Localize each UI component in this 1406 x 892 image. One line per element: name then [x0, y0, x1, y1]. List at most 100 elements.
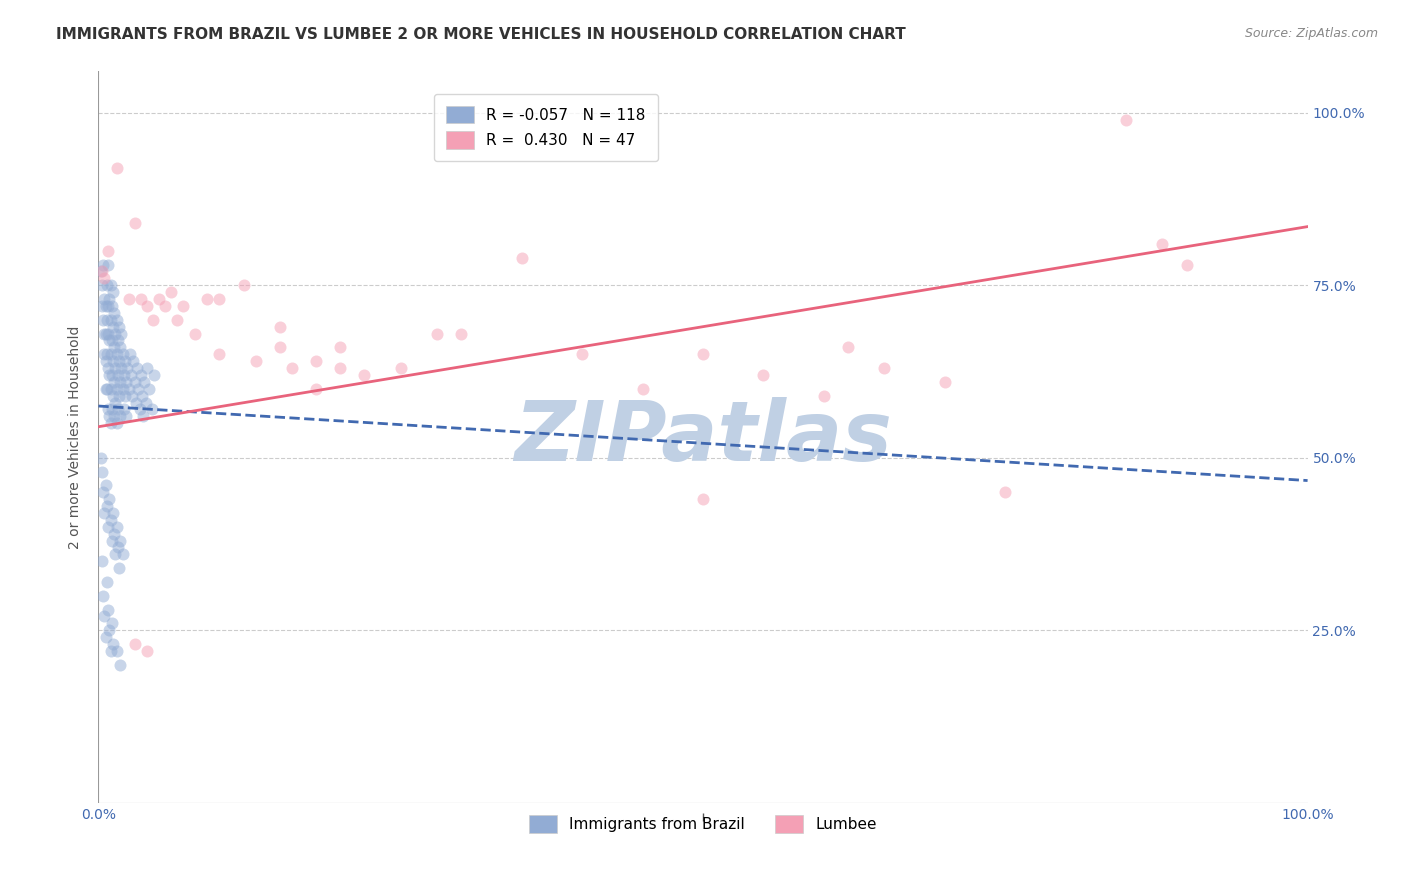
- Point: [96, 347, 118, 361]
- Point: [105, 161, 128, 175]
- Point: [96, 278, 118, 293]
- Point: [101, 354, 124, 368]
- Point: [104, 361, 127, 376]
- Text: ZIPatlas: ZIPatlas: [515, 397, 891, 477]
- Point: [107, 334, 129, 348]
- Point: [329, 361, 352, 376]
- Point: [91, 258, 114, 272]
- Point: [103, 409, 125, 424]
- Point: [184, 326, 207, 341]
- Point: [94, 382, 117, 396]
- Point: [873, 361, 896, 376]
- Point: [103, 375, 125, 389]
- Point: [108, 657, 131, 672]
- Point: [100, 347, 122, 361]
- Point: [97, 326, 120, 341]
- Point: [208, 347, 231, 361]
- Point: [100, 368, 122, 382]
- Point: [108, 354, 131, 368]
- Point: [108, 319, 131, 334]
- Point: [305, 354, 328, 368]
- Point: [104, 548, 127, 562]
- Point: [105, 417, 128, 431]
- Point: [105, 644, 128, 658]
- Point: [97, 258, 120, 272]
- Point: [105, 347, 128, 361]
- Point: [98, 409, 121, 424]
- Point: [100, 312, 122, 326]
- Point: [329, 340, 352, 354]
- Point: [97, 520, 120, 534]
- Point: [124, 375, 146, 389]
- Point: [110, 361, 132, 376]
- Point: [112, 368, 135, 382]
- Point: [100, 402, 122, 417]
- Point: [124, 216, 146, 230]
- Point: [141, 402, 163, 417]
- Point: [100, 334, 122, 348]
- Point: [111, 382, 134, 396]
- Point: [104, 395, 127, 409]
- Point: [837, 340, 859, 354]
- Point: [94, 326, 117, 341]
- Point: [153, 299, 176, 313]
- Point: [98, 492, 121, 507]
- Point: [90, 450, 112, 465]
- Point: [118, 292, 141, 306]
- Text: IMMIGRANTS FROM BRAZIL VS LUMBEE 2 OR MORE VEHICLES IN HOUSEHOLD CORRELATION CHA: IMMIGRANTS FROM BRAZIL VS LUMBEE 2 OR MO…: [56, 27, 905, 42]
- Point: [97, 244, 120, 258]
- Point: [101, 389, 124, 403]
- Point: [91, 278, 114, 293]
- Point: [111, 548, 134, 562]
- Point: [269, 319, 291, 334]
- Point: [1175, 258, 1198, 272]
- Point: [115, 375, 138, 389]
- Point: [105, 520, 128, 534]
- Point: [100, 644, 122, 658]
- Point: [98, 334, 121, 348]
- Point: [117, 361, 139, 376]
- Point: [100, 382, 122, 396]
- Point: [135, 299, 157, 313]
- Point: [108, 375, 131, 389]
- Point: [101, 285, 124, 300]
- Point: [94, 299, 117, 313]
- Point: [129, 368, 152, 382]
- Point: [96, 574, 118, 589]
- Point: [103, 306, 125, 320]
- Point: [107, 368, 129, 382]
- Point: [122, 354, 145, 368]
- Point: [101, 637, 124, 651]
- Point: [389, 361, 412, 376]
- Point: [91, 589, 114, 603]
- Point: [571, 347, 593, 361]
- Point: [94, 354, 117, 368]
- Point: [96, 499, 118, 513]
- Point: [115, 409, 138, 424]
- Point: [98, 624, 121, 638]
- Point: [107, 402, 129, 417]
- Point: [143, 368, 166, 382]
- Point: [692, 492, 714, 507]
- Point: [97, 361, 120, 376]
- Point: [135, 395, 157, 409]
- Point: [104, 326, 127, 341]
- Point: [101, 319, 124, 334]
- Point: [232, 278, 254, 293]
- Point: [96, 312, 118, 326]
- Point: [172, 299, 194, 313]
- Point: [108, 409, 131, 424]
- Point: [91, 554, 114, 568]
- Point: [107, 541, 129, 555]
- Point: [166, 312, 188, 326]
- Point: [127, 382, 149, 396]
- Point: [450, 326, 472, 341]
- Point: [100, 616, 122, 631]
- Point: [111, 347, 134, 361]
- Point: [128, 402, 150, 417]
- Point: [121, 389, 143, 403]
- Point: [142, 312, 165, 326]
- Point: [132, 409, 155, 424]
- Point: [91, 312, 114, 326]
- Point: [93, 609, 115, 624]
